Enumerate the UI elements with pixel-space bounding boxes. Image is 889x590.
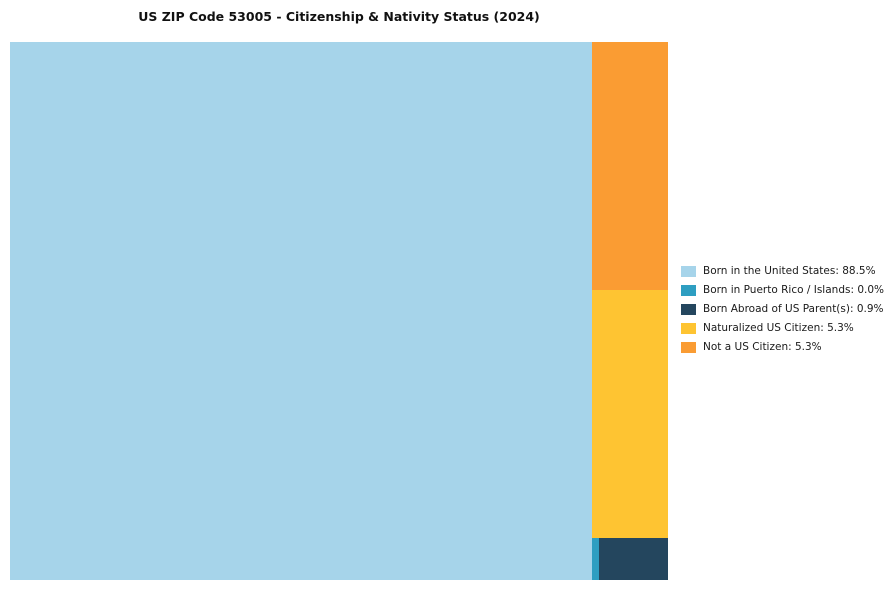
legend-item-not-citizen: Not a US Citizen: 5.3% <box>681 342 884 353</box>
treemap-rect-naturalized <box>592 289 668 538</box>
legend-item-naturalized: Naturalized US Citizen: 5.3% <box>681 323 884 334</box>
legend-label-born-abroad: Born Abroad of US Parent(s): 0.9% <box>703 303 884 315</box>
legend-label-not-citizen: Not a US Citizen: 5.3% <box>703 341 822 353</box>
chart-title: US ZIP Code 53005 - Citizenship & Nativi… <box>138 9 540 24</box>
treemap-rect-puerto-rico <box>592 537 600 580</box>
legend-label-naturalized: Naturalized US Citizen: 5.3% <box>703 322 854 334</box>
treemap-rect-born-abroad <box>599 537 668 580</box>
legend-item-born-abroad: Born Abroad of US Parent(s): 0.9% <box>681 304 884 315</box>
legend-swatch-born-in-us <box>681 266 696 277</box>
chart-legend: Born in the United States: 88.5% Born in… <box>681 266 884 353</box>
legend-swatch-not-citizen <box>681 342 696 353</box>
treemap-right-column <box>592 42 668 580</box>
legend-swatch-born-abroad <box>681 304 696 315</box>
legend-swatch-puerto-rico <box>681 285 696 296</box>
legend-label-puerto-rico: Born in Puerto Rico / Islands: 0.0% <box>703 284 885 296</box>
treemap-bottom-row <box>592 537 668 580</box>
treemap-chart <box>10 42 668 580</box>
treemap-rect-born-in-us <box>10 42 593 580</box>
legend-label-born-in-us: Born in the United States: 88.5% <box>703 265 876 277</box>
legend-swatch-naturalized <box>681 323 696 334</box>
treemap-rect-not-citizen <box>592 42 668 290</box>
legend-item-puerto-rico: Born in Puerto Rico / Islands: 0.0% <box>681 285 884 296</box>
legend-item-born-in-us: Born in the United States: 88.5% <box>681 266 884 277</box>
